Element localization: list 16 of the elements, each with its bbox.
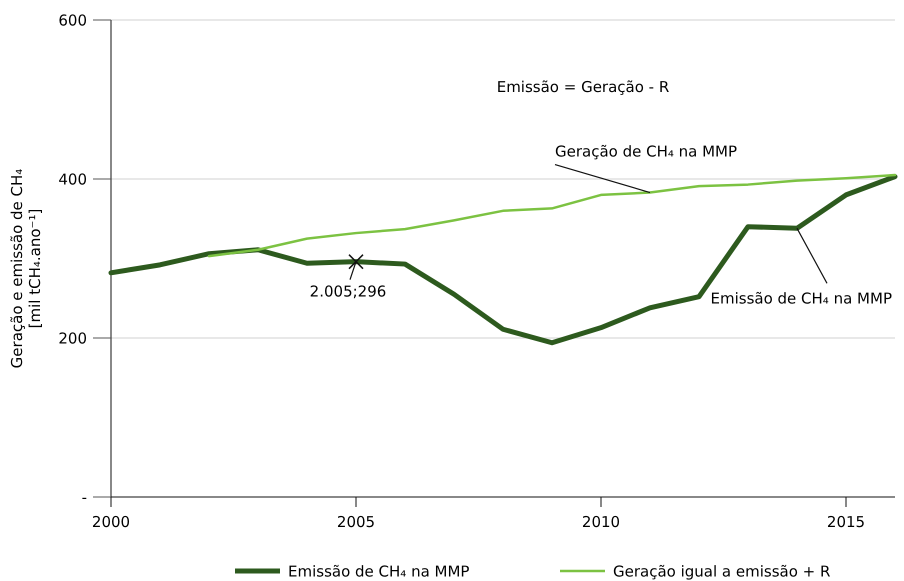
annotation: 2.005;296 <box>310 282 386 301</box>
y-tick-label: 200 <box>58 329 87 348</box>
y-tick-label: 400 <box>58 170 87 188</box>
annotation: Emissão de CH₄ na MMP <box>710 289 892 308</box>
x-tick-label: 2015 <box>826 513 866 531</box>
x-tick-label: 2000 <box>92 513 130 531</box>
line-series <box>208 174 896 258</box>
legend-label: Geração igual a emissão + R <box>613 562 830 580</box>
annotation: Emissão = Geração - R <box>496 78 670 96</box>
legend-label: Emissão de CH₄ na MMP <box>288 562 470 580</box>
x-tick-label: 2010 <box>582 513 620 531</box>
y-axis-title: Geração e emissão de CH₄ [mil tCH₄.ano⁻¹] <box>8 168 44 368</box>
x-tick-label: 2005 <box>336 513 376 531</box>
y-tick-label: - <box>82 488 87 506</box>
y-tick-label: 600 <box>58 11 87 30</box>
annotation: Geração de CH₄ na MMP <box>555 142 738 161</box>
